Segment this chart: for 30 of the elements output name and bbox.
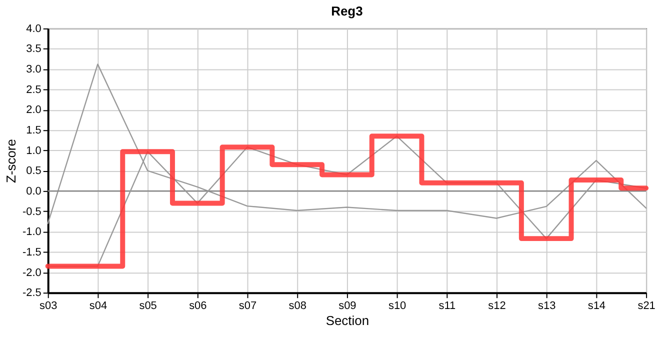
x-tick-label: s06 — [189, 300, 207, 312]
y-tick-label: -1.0 — [22, 226, 42, 238]
y-tick-label: -2.5 — [22, 287, 42, 300]
x-tick-label: s14 — [588, 300, 606, 312]
x-tick-label: s03 — [40, 300, 58, 312]
chart-title: Reg3 — [331, 3, 363, 18]
x-axis-title: Section — [326, 313, 370, 328]
x-tick-label: s07 — [238, 300, 257, 312]
y-tick-label: 1.0 — [26, 144, 42, 157]
y-tick-label: 3.0 — [26, 64, 42, 76]
x-tick-label: s04 — [89, 300, 108, 312]
y-tick-label: 2.5 — [26, 84, 42, 96]
y-tick-label: -0.5 — [22, 206, 42, 218]
y-tick-label: -1.5 — [22, 246, 42, 258]
x-tick-label: s09 — [338, 300, 356, 312]
x-tick-label: s05 — [139, 300, 157, 312]
x-tick-label: s13 — [538, 300, 556, 312]
y-tick-label: -2.0 — [22, 266, 42, 279]
y-tick-label: 4.0 — [26, 22, 42, 35]
y-tick-label: 2.0 — [26, 104, 42, 116]
x-tick-label: s12 — [488, 300, 506, 312]
x-tick-label: s10 — [388, 300, 406, 312]
y-axis-title: Z-score — [4, 139, 18, 183]
y-tick-label: 3.5 — [26, 43, 42, 56]
y-tick-label: 0.5 — [26, 165, 42, 178]
x-tick-label: s21 — [638, 300, 656, 312]
x-tick-label: s08 — [288, 300, 306, 312]
y-tick-label: 0.0 — [26, 185, 42, 198]
y-tick-label: 1.5 — [26, 124, 42, 137]
x-tick-label: s11 — [438, 300, 456, 312]
